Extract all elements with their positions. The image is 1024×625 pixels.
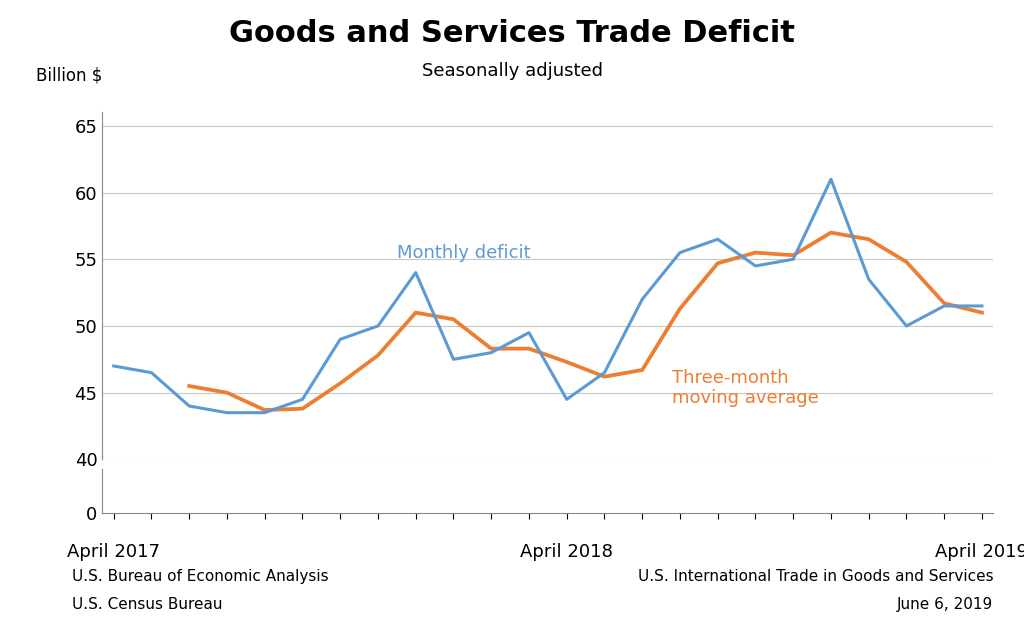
Text: U.S. International Trade in Goods and Services: U.S. International Trade in Goods and Se… <box>638 569 993 584</box>
Text: Seasonally adjusted: Seasonally adjusted <box>422 62 602 81</box>
Text: U.S. Census Bureau: U.S. Census Bureau <box>72 597 222 612</box>
Text: April 2018: April 2018 <box>520 543 613 561</box>
Text: Goods and Services Trade Deficit: Goods and Services Trade Deficit <box>229 19 795 48</box>
Text: April 2017: April 2017 <box>68 543 160 561</box>
Text: April 2019: April 2019 <box>936 543 1024 561</box>
Text: U.S. Bureau of Economic Analysis: U.S. Bureau of Economic Analysis <box>72 569 329 584</box>
Text: Monthly deficit: Monthly deficit <box>397 244 530 262</box>
Text: Billion $: Billion $ <box>36 67 102 85</box>
Text: Three-month
moving average: Three-month moving average <box>673 369 819 408</box>
Text: June 6, 2019: June 6, 2019 <box>897 597 993 612</box>
